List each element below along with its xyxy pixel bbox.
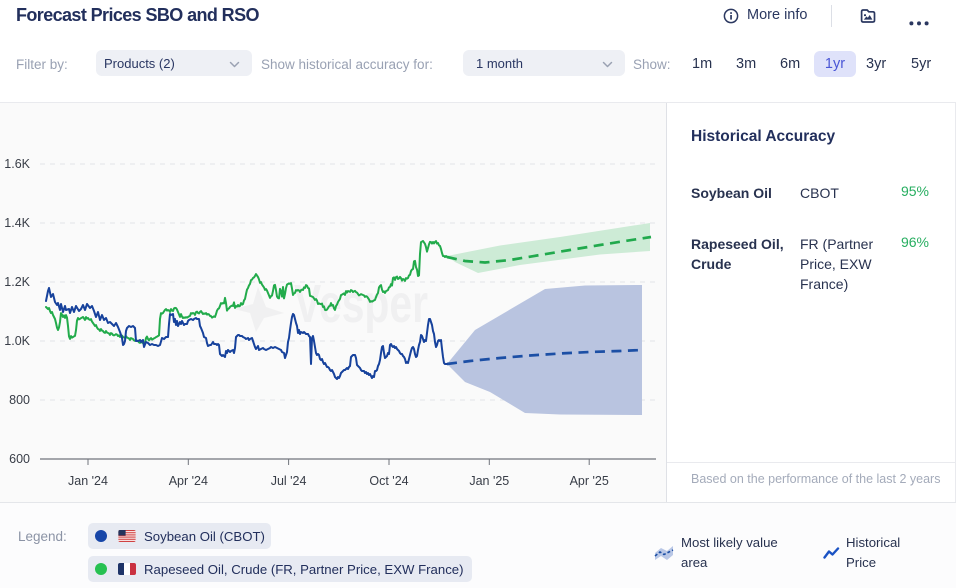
svg-text:1.4K: 1.4K [4, 216, 30, 230]
svg-text:800: 800 [9, 393, 30, 407]
svg-text:1.6K: 1.6K [4, 157, 30, 171]
svg-text:Vesper: Vesper [294, 274, 428, 334]
svg-text:Jul '24: Jul '24 [271, 474, 307, 488]
svg-text:Oct '24: Oct '24 [369, 474, 408, 488]
svg-text:Jan '25: Jan '25 [469, 474, 509, 488]
svg-text:Jan '24: Jan '24 [68, 474, 108, 488]
svg-text:1.0K: 1.0K [4, 334, 30, 348]
svg-text:Apr '25: Apr '25 [570, 474, 609, 488]
svg-text:1.2K: 1.2K [4, 275, 30, 289]
svg-text:Apr '24: Apr '24 [169, 474, 208, 488]
svg-text:600: 600 [9, 452, 30, 466]
